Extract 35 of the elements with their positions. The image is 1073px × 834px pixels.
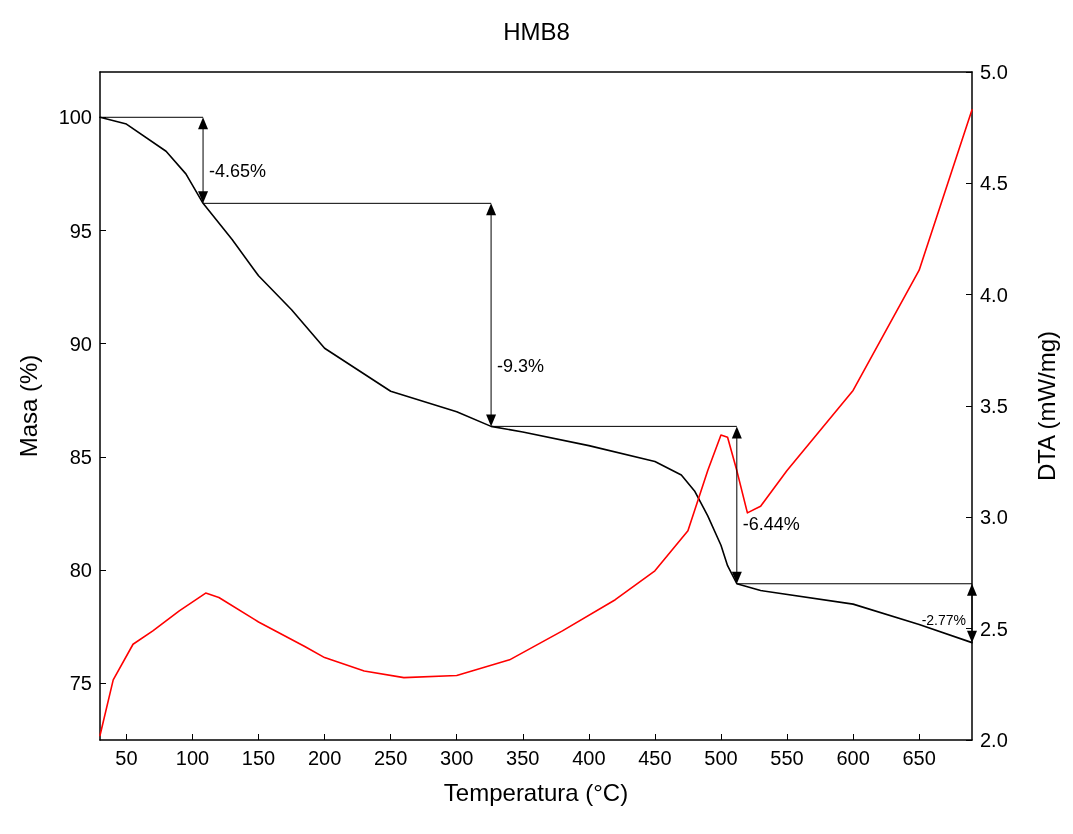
y-tick-label: 75	[69, 672, 92, 695]
annotation: -9.3%	[497, 356, 545, 377]
chart-title: HMB8	[503, 17, 570, 45]
x-tick-label: 450	[638, 747, 672, 769]
y2-tick-label: 2.5	[980, 617, 1008, 640]
y2-tick-label: 4.5	[980, 172, 1008, 195]
annotation: -6.44%	[742, 513, 800, 534]
x-tick-label: 250	[373, 747, 408, 769]
x-axis-title: Temperatura (°C)	[443, 778, 629, 806]
y2-tick-label: 3.5	[980, 395, 1008, 417]
y-tick-label: 85	[69, 445, 92, 468]
y2-tick-label: 5.0	[980, 61, 1008, 83]
y2-axis-title: DTA (mW/mg)	[1032, 330, 1060, 482]
y-tick-label: 80	[69, 559, 92, 582]
x-tick-label: 650	[902, 747, 936, 769]
x-tick-label: 550	[770, 747, 804, 769]
x-tick-label: 400	[572, 747, 606, 769]
annotation: -4.65%	[209, 160, 267, 181]
x-tick-label: 50	[115, 747, 138, 769]
x-tick-label: 350	[506, 747, 540, 769]
y2-tick-label: 4.0	[980, 283, 1008, 306]
y2-tick-label: 2.0	[980, 729, 1008, 751]
y-tick-label: 100	[58, 106, 92, 129]
x-tick-label: 200	[307, 747, 342, 769]
x-tick-label: 150	[241, 747, 276, 769]
y-tick-label: 95	[69, 219, 92, 242]
y-tick-label: 90	[69, 332, 92, 355]
x-tick-label: 600	[836, 747, 870, 769]
x-tick-label: 500	[704, 747, 738, 769]
y-axis-title: Masa (%)	[14, 354, 42, 458]
annotation: -2.77%	[921, 612, 966, 629]
y2-tick-label: 3.0	[980, 506, 1008, 529]
x-tick-label: 300	[440, 747, 474, 769]
line-series	[99, 109, 973, 737]
x-tick-label: 100	[175, 747, 210, 769]
